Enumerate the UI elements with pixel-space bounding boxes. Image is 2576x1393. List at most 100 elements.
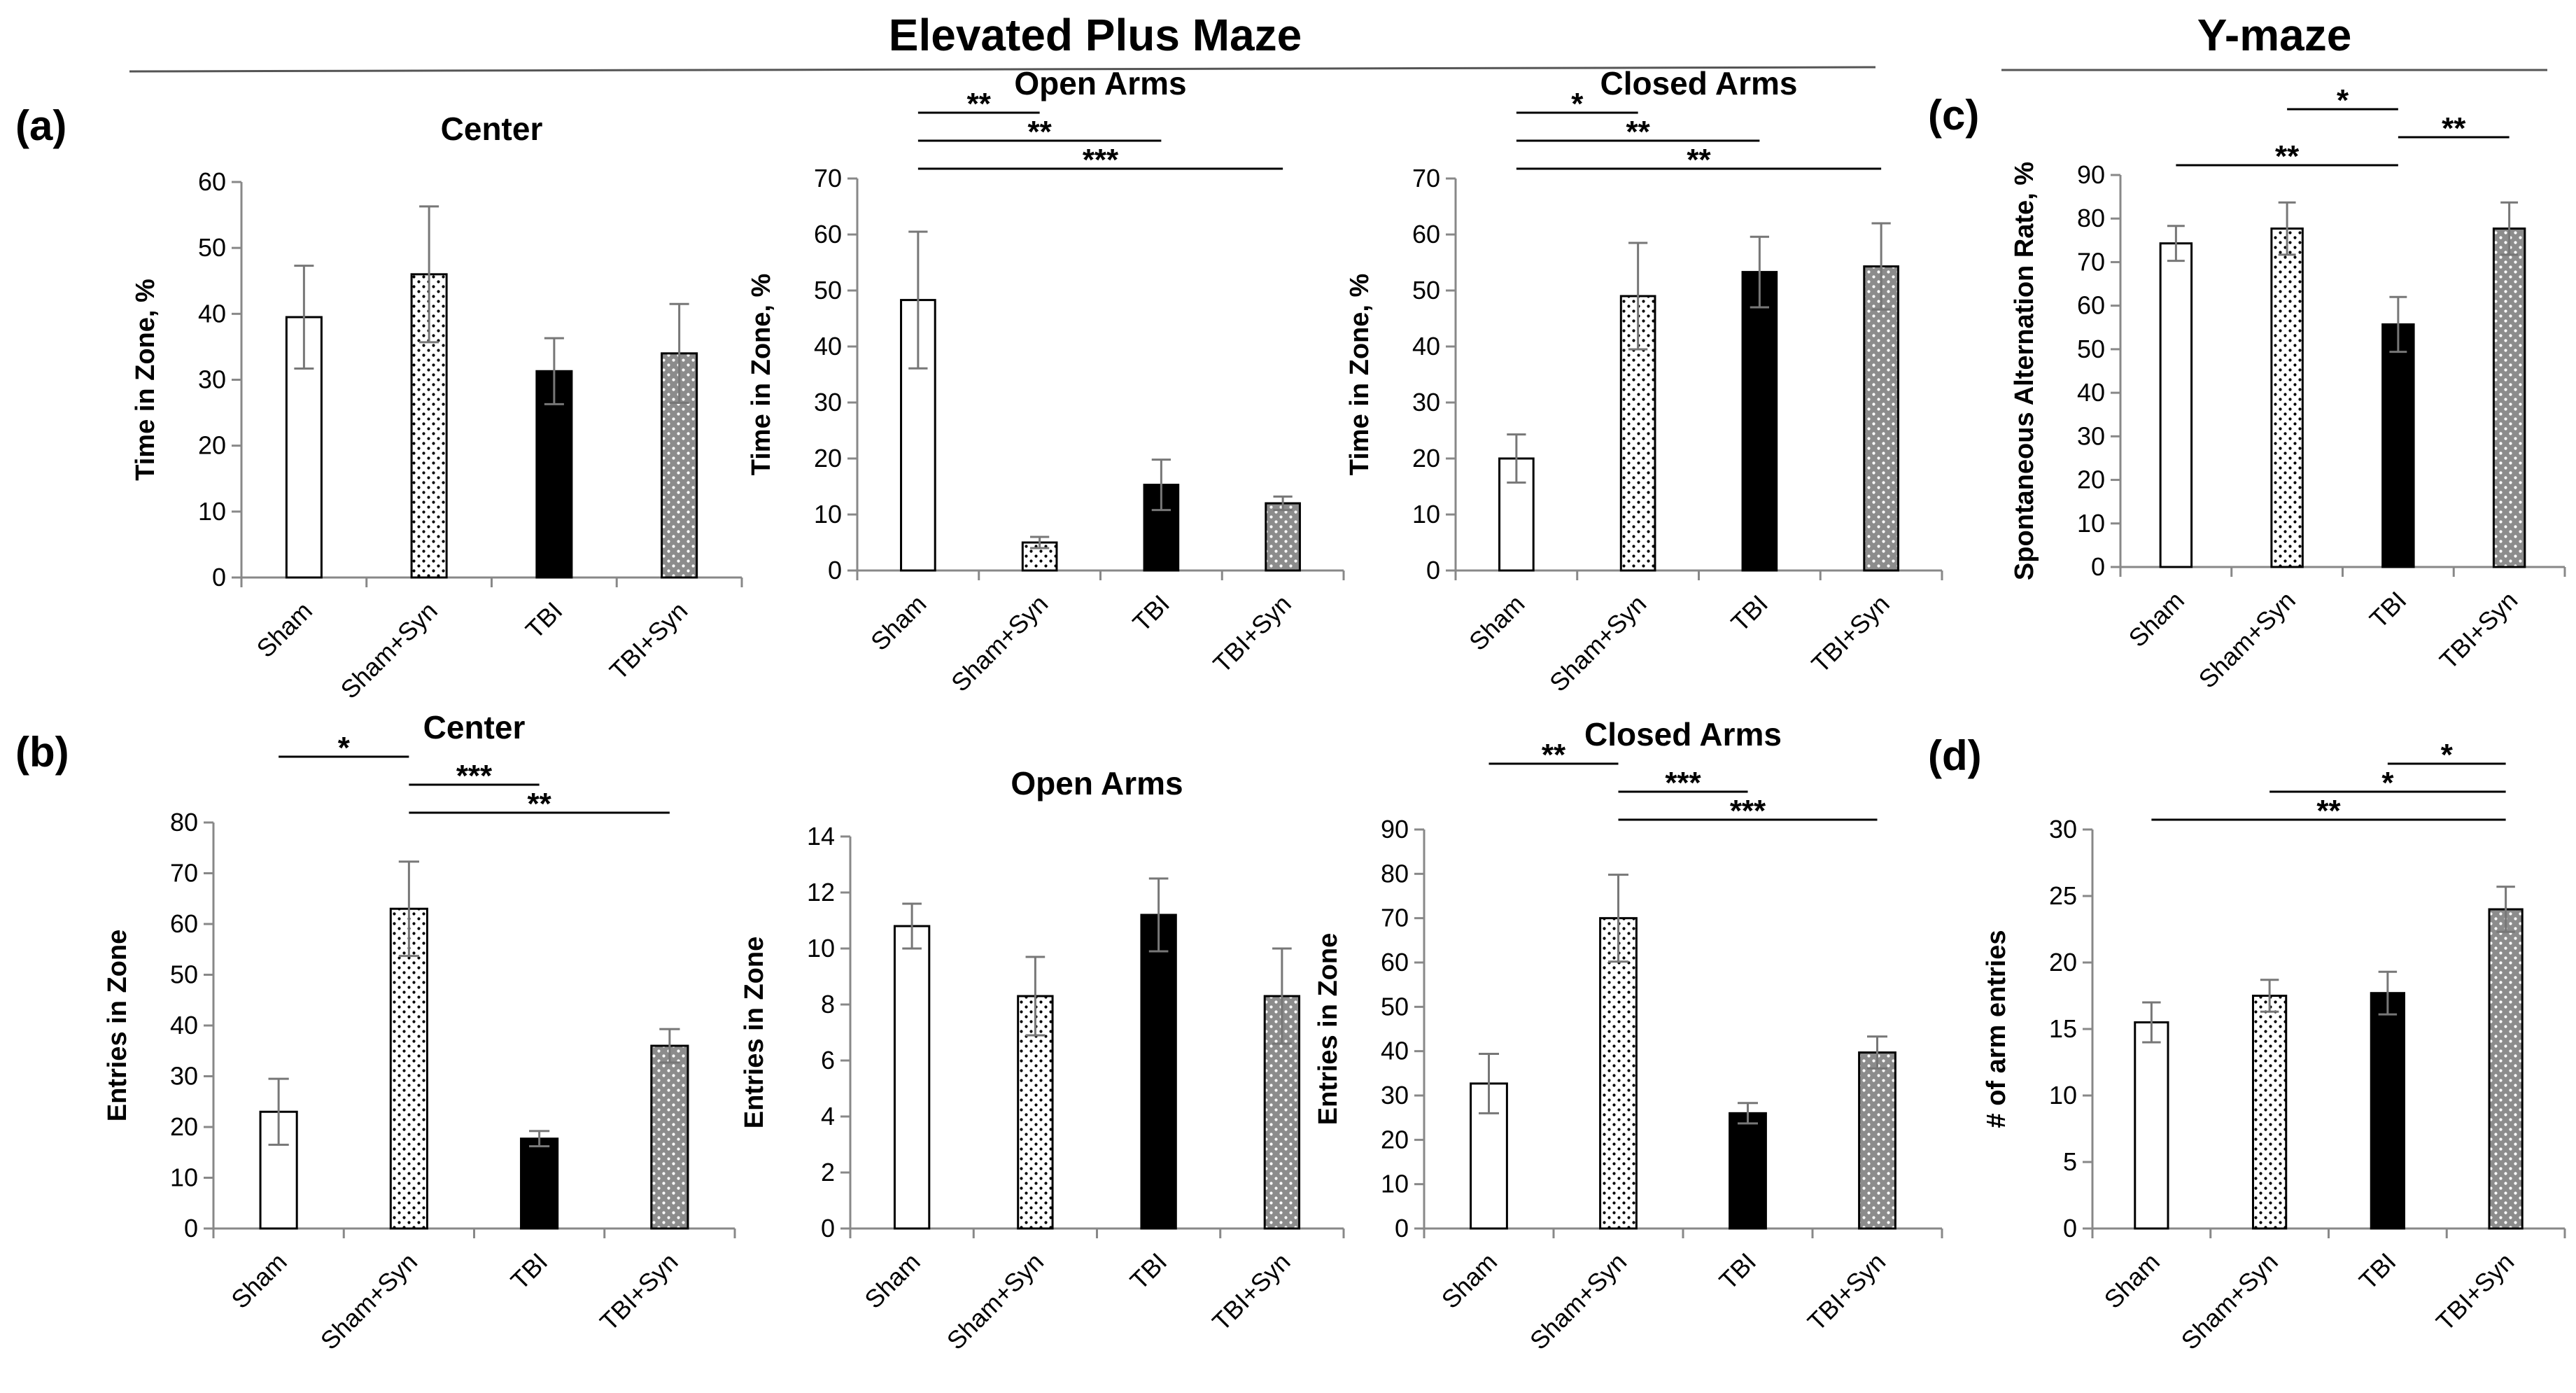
b3-errorbar-sham [1479,1052,1499,1114]
c-category-label: TBI [2364,586,2412,634]
b3-category-label: TBI [1714,1247,1762,1296]
d-ytick-label: 30 [2049,815,2077,844]
b3-errorbar-tbi [1738,1102,1758,1125]
a3-ytick-label: 20 [1412,444,1440,472]
b3-ytick-label: 50 [1381,992,1409,1021]
a3-significance-label: ** [1626,115,1651,149]
a1-errorbar-tbi [544,337,564,405]
a1-ytick-label: 0 [212,563,226,592]
b3-bar-sham-syn [1599,917,1638,1230]
c-ytick-label: 60 [2077,291,2105,320]
panel-letter-c: (c) [1928,92,1979,139]
a1-ytick-label: 30 [198,365,226,394]
a3-bar-tbi [1741,271,1778,572]
b1-significance-label: * [338,731,351,765]
b2-ytick-label: 14 [807,822,835,850]
a2-ytick-label: 50 [814,276,842,304]
a2-ytick-label: 10 [814,500,842,528]
a3-significance-label: * [1571,87,1584,121]
a3-errorbar-tbi [1750,235,1769,309]
a2-category-label: TBI [1127,589,1175,638]
a3-ytick-label: 0 [1426,556,1440,584]
a3-errorbar-tbi-syn [1871,222,1891,311]
chart-a-open-arms-time: Open Arms Time in Zone, % 0 10 20 30 40 50 60 70 S… [747,65,1345,697]
c-significance-label: ** [2442,111,2466,146]
b1-category-label: TBI [505,1247,554,1296]
section-title-ymaze: Y-maze [2197,10,2352,60]
b3-ytick-label: 80 [1381,859,1409,888]
d-errorbar-sham [2142,1001,2161,1044]
c-ytick-label: 90 [2077,160,2105,189]
a1-ylabel: Time in Zone, % [131,279,160,481]
a2-errorbar-tbi [1151,458,1171,512]
b1-category-label: TBI+Syn [594,1247,683,1336]
b1-ytick-label: 30 [170,1062,198,1091]
a2-significance-label: ** [1028,115,1053,149]
chart-b-center-entries: Center Entries in Zone 0 10 20 30 40 50 60 70 80 Sh… [103,709,736,1355]
b1-ytick-label: 0 [184,1214,198,1242]
c-errorbar-sham [2167,225,2185,262]
c-bar-tbi [2381,323,2415,568]
b2-errorbar-sham-syn [1025,955,1046,1037]
chart-c-alternation-rate: Spontaneous Alternation Rate, % 0 10 20 30 40… [2010,83,2566,694]
b3-category-label: Sham [1436,1247,1502,1314]
a3-ytick-label: 50 [1412,276,1440,304]
d-category-label: TBI [2353,1247,2402,1296]
c-errorbar-sham-syn [2278,201,2296,256]
b1-errorbar-tbi [529,1130,550,1148]
b2-category-label: TBI+Syn [1206,1247,1295,1336]
panel-letter-b: (b) [15,729,69,776]
a2-ylabel: Time in Zone, % [747,274,776,476]
b2-bar-sham [893,925,931,1230]
section-title-epm: Elevated Plus Maze [889,10,1302,60]
a2-ytick-label: 70 [814,164,842,192]
b2-category-label: TBI [1125,1247,1173,1296]
b3-ylabel: Entries in Zone [1314,933,1343,1125]
b2-ytick-label: 2 [821,1158,835,1186]
d-bar-sham-syn [2252,995,2288,1230]
a2-errorbar-tbi-syn [1273,495,1293,512]
d-ytick-label: 20 [2049,948,2077,976]
d-ytick-label: 10 [2049,1081,2077,1110]
d-significance-label: ** [2316,794,2341,828]
b3-category-label: TBI+Syn [1802,1247,1891,1336]
b1-ytick-label: 20 [170,1112,198,1141]
c-bar-tbi-syn [2492,227,2526,568]
b2-ytick-label: 8 [821,990,835,1018]
a3-errorbar-sham [1507,433,1526,484]
chart-a-closed-arms-time: Closed Arms Time in Zone, % 0 10 20 30 40 50 60 7… [1345,65,1943,697]
b3-bar-tbi [1729,1112,1767,1230]
b2-ytick-label: 10 [807,934,835,962]
b2-bar-tbi [1140,913,1177,1230]
b1-ylabel: Entries in Zone [103,930,132,1121]
chart-b-closed-arms-entries: Closed Arms Entries in Zone 0 10 20 30 40 50 60 7… [1314,716,1943,1355]
a3-title: Closed Arms [1600,65,1797,102]
b2-errorbar-sham [902,902,922,950]
a1-errorbar-sham [294,265,314,370]
panel-letter-d: (d) [1928,732,1982,779]
d-ylabel: # of arm entries [1982,930,2011,1128]
b1-ytick-label: 60 [170,909,198,938]
b3-errorbar-sham-syn [1608,874,1628,963]
b1-title: Center [423,709,526,746]
b1-category-label: Sham+Syn [315,1247,423,1355]
b2-ytick-label: 6 [821,1046,835,1074]
a2-errorbar-sham-syn [1030,536,1050,550]
d-bar-tbi-syn [2488,908,2524,1230]
a1-category-label: Sham [251,596,318,663]
b1-bar-tbi-syn [650,1044,689,1230]
chart-b-open-arms-entries: Open Arms Entries in Zone 0 2 4 6 8 10 12 14 Sham S… [740,765,1345,1355]
b3-significance-label: *** [1730,794,1766,828]
a1-category-label: TBI+Syn [604,596,693,685]
b2-category-label: Sham [859,1247,925,1314]
a2-bar-tbi-syn [1265,502,1301,572]
c-ytick-label: 30 [2077,421,2105,450]
a2-ytick-label: 60 [814,220,842,248]
b2-errorbar-tbi-syn [1272,947,1292,1045]
b1-ytick-label: 40 [170,1011,198,1040]
a2-ytick-label: 40 [814,332,842,360]
b3-bar-tbi-syn [1858,1051,1896,1230]
a3-category-label: Sham [1463,589,1530,656]
b2-errorbar-tbi [1148,877,1169,953]
c-ytick-label: 0 [2091,552,2105,581]
